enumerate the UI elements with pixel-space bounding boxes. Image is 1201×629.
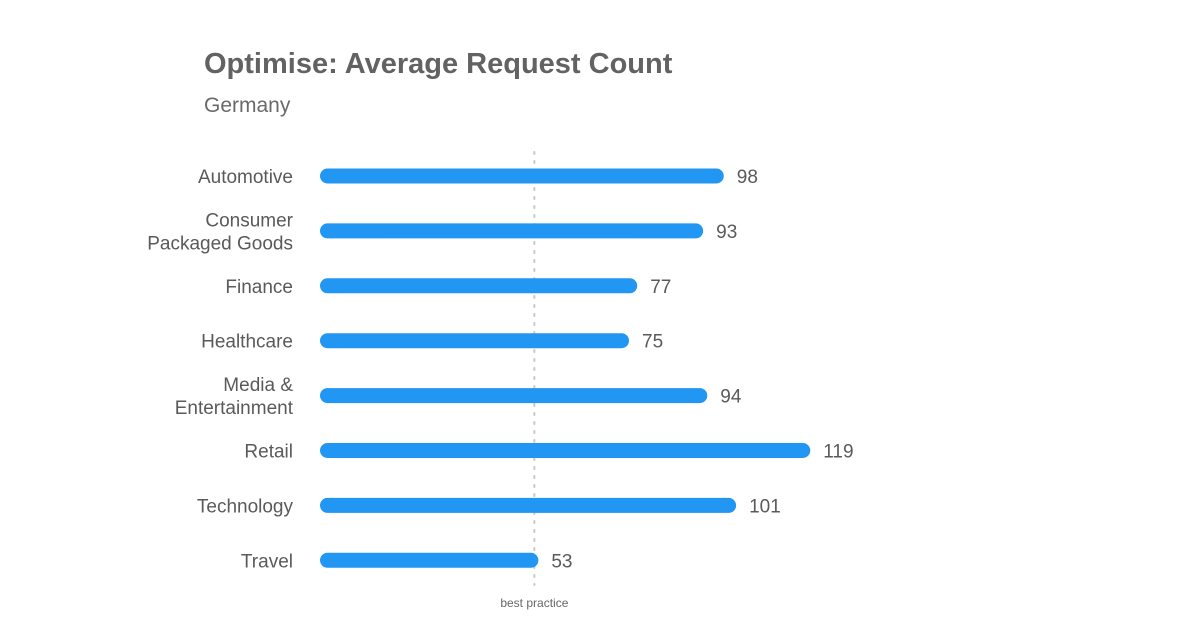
bar-value-label: 94 <box>720 387 742 408</box>
category-label: Healthcare <box>201 332 293 353</box>
bar <box>320 388 708 404</box>
category-label: Media & Entertainment <box>175 375 294 419</box>
bar <box>320 223 704 239</box>
bar-value-label: 93 <box>716 222 737 243</box>
category-label: Travel <box>241 551 293 572</box>
bar <box>320 333 629 349</box>
category-label: Retail <box>244 442 293 463</box>
category-label-line: Entertainment <box>175 398 294 419</box>
bar <box>320 278 638 294</box>
category-label: Consumer Packaged Goods <box>147 210 293 254</box>
bar-value-label: 119 <box>823 442 853 463</box>
bar-value-label: 101 <box>749 496 781 517</box>
bar <box>320 497 737 513</box>
bar <box>320 168 724 184</box>
category-label: Automotive <box>198 167 293 188</box>
category-label: Technology <box>197 496 294 517</box>
category-label-line: Healthcare <box>201 332 293 353</box>
category-label-line: Packaged Goods <box>147 233 293 254</box>
category-label-line: Automotive <box>198 167 293 188</box>
category-label-line: Consumer <box>205 210 293 231</box>
category-label-line: Media & <box>223 375 293 396</box>
chart-title: Optimise: Average Request Count <box>204 48 673 80</box>
reference-line-label: best practice <box>500 596 568 610</box>
bar <box>320 443 811 458</box>
bar-value-label: 77 <box>650 277 671 298</box>
category-label: Finance <box>225 277 293 298</box>
category-label-line: Finance <box>225 277 293 298</box>
bar <box>320 552 539 568</box>
bar-value-label: 98 <box>737 167 758 188</box>
chart-subtitle: Germany <box>204 94 291 117</box>
category-label-line: Technology <box>197 496 294 517</box>
bar-value-label: 75 <box>642 332 663 353</box>
category-label-line: Retail <box>244 442 293 463</box>
bar-value-label: 53 <box>551 551 572 572</box>
category-label-line: Travel <box>241 551 293 572</box>
